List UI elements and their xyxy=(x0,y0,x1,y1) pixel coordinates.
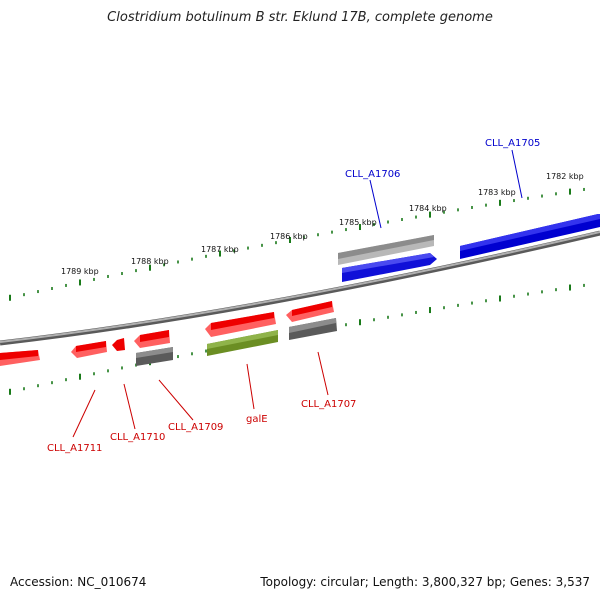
label-cll-a1707[interactable]: CLL_A1707 xyxy=(301,399,356,410)
kbp-label-1785: 1785 kbp xyxy=(339,218,377,227)
genome-summary: Topology: circular; Length: 3,800,327 bp… xyxy=(260,575,590,589)
leader-gale xyxy=(246,363,255,410)
genome-title: Clostridium botulinum B str. Eklund 17B,… xyxy=(107,10,493,25)
gene-cll-a1710[interactable] xyxy=(112,338,125,351)
leader-cll-a1706 xyxy=(369,179,382,229)
accession-info: Accession: NC_010674 xyxy=(10,575,147,589)
leader-cll-a1705 xyxy=(511,149,523,199)
gene-red-left-edge[interactable] xyxy=(0,350,40,366)
leader-cll-a1710 xyxy=(123,383,136,430)
label-cll-a1705[interactable]: CLL_A1705 xyxy=(485,138,540,149)
kbp-label-1788: 1788 kbp xyxy=(131,257,169,266)
kbp-label-1789: 1789 kbp xyxy=(61,267,99,276)
kbp-label-1787: 1787 kbp xyxy=(201,245,239,254)
label-cll-a1706[interactable]: CLL_A1706 xyxy=(345,169,400,180)
gene-cll-a1706-pseudo[interactable] xyxy=(338,235,434,265)
gene-gale[interactable] xyxy=(207,330,278,356)
gene-grey-small[interactable] xyxy=(136,347,173,366)
gene-cll-a1709[interactable] xyxy=(134,330,170,348)
label-cll-a1709[interactable]: CLL_A1709 xyxy=(168,422,223,433)
gene-cll-a1707[interactable] xyxy=(289,318,337,340)
gene-cll-a1711[interactable] xyxy=(71,341,107,358)
gene-red-mid[interactable] xyxy=(205,312,276,337)
gene-cll-a1705[interactable] xyxy=(460,214,600,259)
outer-tick-ring xyxy=(9,187,585,301)
label-cll-a1710[interactable]: CLL_A1710 xyxy=(110,432,165,443)
gene-cll-a1706[interactable] xyxy=(342,253,437,282)
leader-cll-a1707 xyxy=(317,351,329,396)
kbp-label-1782: 1782 kbp xyxy=(546,172,584,181)
inner-tick-ring xyxy=(9,283,585,395)
label-cll-a1711[interactable]: CLL_A1711 xyxy=(47,443,102,454)
kbp-label-1786: 1786 kbp xyxy=(270,232,308,241)
kbp-label-1784: 1784 kbp xyxy=(409,204,447,213)
leader-cll-a1709 xyxy=(158,379,194,421)
gene-red-right[interactable] xyxy=(286,301,334,322)
leader-cll-a1711 xyxy=(72,389,96,438)
label-gale[interactable]: galE xyxy=(246,414,268,425)
kbp-label-1783: 1783 kbp xyxy=(478,188,516,197)
